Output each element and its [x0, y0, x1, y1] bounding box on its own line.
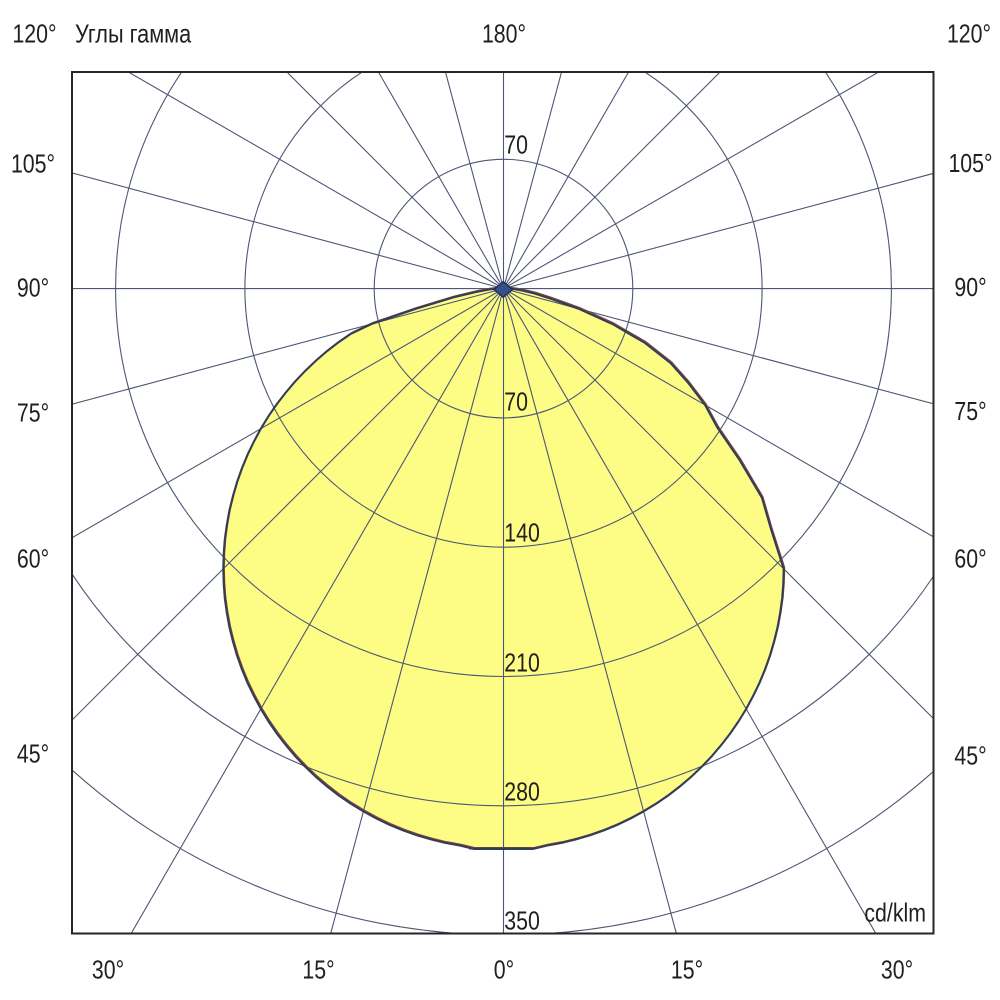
svg-text:350: 350	[504, 906, 540, 936]
svg-text:140: 140	[504, 518, 540, 548]
svg-text:70: 70	[504, 387, 528, 417]
svg-text:15°: 15°	[302, 955, 334, 985]
svg-text:0°: 0°	[494, 955, 514, 985]
svg-text:60°: 60°	[17, 544, 49, 574]
svg-text:cd/klm: cd/klm	[864, 898, 926, 928]
svg-text:30°: 30°	[881, 955, 913, 985]
svg-text:30°: 30°	[92, 955, 124, 985]
svg-text:280: 280	[504, 777, 540, 807]
svg-text:60°: 60°	[954, 544, 986, 574]
svg-text:90°: 90°	[17, 273, 49, 303]
svg-text:75°: 75°	[17, 398, 49, 428]
svg-text:45°: 45°	[17, 739, 49, 769]
svg-text:70: 70	[504, 130, 528, 160]
svg-text:105°: 105°	[948, 148, 992, 178]
svg-text:45°: 45°	[954, 741, 986, 771]
svg-text:210: 210	[504, 648, 540, 678]
svg-text:15°: 15°	[671, 955, 703, 985]
svg-text:120°: 120°	[12, 19, 56, 49]
svg-text:90°: 90°	[954, 272, 986, 302]
svg-text:120°: 120°	[947, 19, 991, 49]
svg-text:75°: 75°	[954, 396, 986, 426]
svg-text:105°: 105°	[11, 149, 55, 179]
svg-text:180°: 180°	[482, 19, 526, 49]
svg-text:Углы гамма: Углы гамма	[75, 19, 192, 49]
